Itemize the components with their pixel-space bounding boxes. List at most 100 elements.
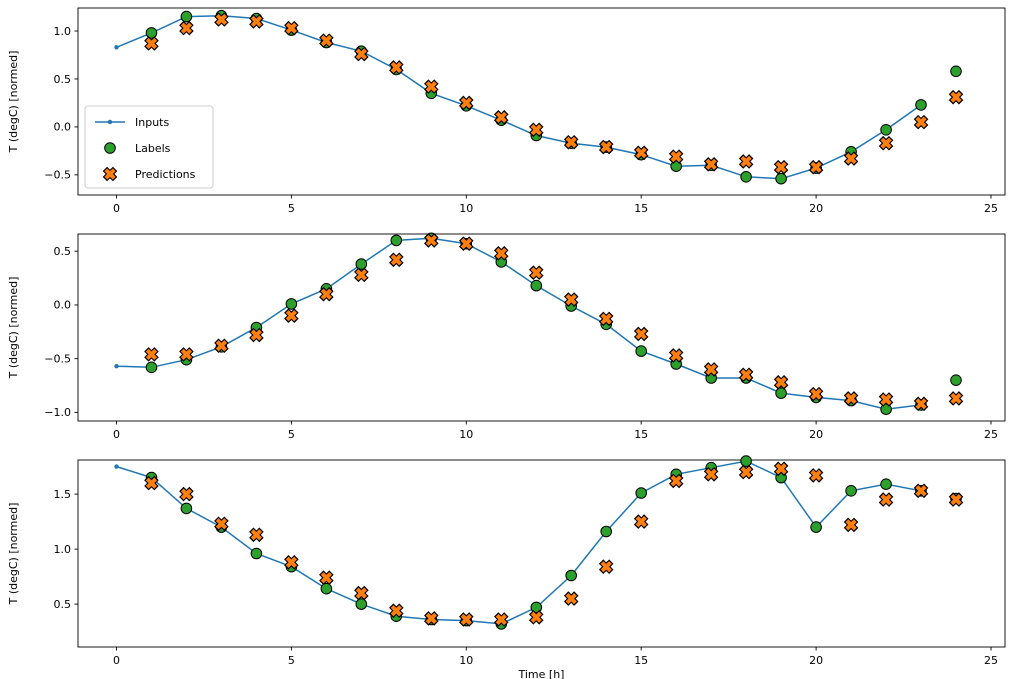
- predictions-marker: [389, 603, 404, 618]
- predictions-marker: [493, 110, 509, 125]
- legend-label: Inputs: [135, 116, 169, 129]
- x-tick-label: 25: [984, 654, 998, 667]
- predictions-marker: [878, 392, 894, 407]
- predictions-marker: [458, 236, 474, 251]
- labels-point: [355, 258, 368, 270]
- labels-point: [635, 345, 648, 357]
- predictions-marker: [703, 467, 719, 482]
- legend: Inputs Labels Predictions: [84, 105, 214, 189]
- predictions-marker: [493, 612, 509, 627]
- inputs-point: [114, 45, 119, 50]
- predictions-marker: [948, 492, 964, 507]
- y-tick-label: 0.5: [54, 598, 72, 611]
- predictions-marker: [773, 375, 789, 390]
- predictions-marker: [668, 348, 684, 363]
- y-tick-label: 1.0: [54, 25, 72, 38]
- legend-box: [84, 105, 214, 189]
- subplot-bottom: 0 5 10 15 20 25 0.5 1.0 1.5 T (degC) [normed] Time…: [7, 455, 1006, 679]
- predictions-marker: [598, 311, 614, 327]
- labels-point: [880, 124, 892, 136]
- x-tick-label: 0: [113, 202, 120, 215]
- predictions-marker: [214, 516, 229, 532]
- predictions-marker: [913, 396, 929, 412]
- predictions-marker: [598, 139, 614, 155]
- predictions-marker: [633, 326, 649, 342]
- labels-point: [145, 27, 158, 39]
- labels-point: [530, 601, 543, 614]
- predictions-marker: [144, 475, 159, 491]
- y-tick-label: 1.5: [54, 488, 72, 501]
- x-tick-label: 15: [634, 428, 648, 441]
- y-tick-label: 1.0: [54, 543, 72, 556]
- labels-point: [390, 234, 403, 247]
- predictions-marker: [843, 151, 859, 166]
- inputs-point: [114, 364, 119, 369]
- y-axis-label: T (degC) [normed]: [7, 503, 20, 606]
- labels-point: [845, 485, 857, 497]
- predictions-marker: [773, 159, 789, 175]
- y-tick-label: −0.5: [44, 352, 71, 365]
- labels-point: [775, 172, 787, 185]
- labels-point: [285, 298, 298, 310]
- predictions-marker: [249, 14, 264, 29]
- predictions-marker: [668, 473, 684, 489]
- x-tick-label: 25: [984, 428, 998, 441]
- y-axis-label: T (degC) [normed]: [7, 277, 20, 380]
- labels-point: [915, 99, 927, 111]
- predictions-marker: [424, 233, 439, 248]
- predictions-marker: [843, 391, 859, 406]
- predictions-marker: [878, 492, 894, 507]
- labels-point: [145, 361, 158, 374]
- x-tick-label: 5: [288, 202, 295, 215]
- predictions-marker: [249, 527, 264, 543]
- predictions-marker: [354, 585, 369, 601]
- predictions-marker: [458, 612, 474, 627]
- x-tick-label: 25: [984, 202, 998, 215]
- labels-point: [880, 478, 892, 491]
- subplot-top: 0 5 10 15 20 25 −0.5 0.0 0.5 1.0 T (degC) [normed]…: [7, 7, 1006, 215]
- predictions-marker: [913, 114, 929, 130]
- legend-labels-marker: [104, 142, 116, 154]
- predictions-marker: [284, 308, 299, 323]
- labels-point: [950, 65, 962, 78]
- labels-point: [950, 374, 962, 386]
- predictions-marker: [808, 159, 824, 175]
- predictions-marker: [354, 267, 369, 283]
- x-tick-label: 20: [809, 428, 823, 441]
- x-axis-label: Time [h]: [518, 668, 565, 679]
- predictions-marker: [598, 559, 614, 574]
- labels-point: [250, 547, 263, 560]
- predictions-marker: [284, 555, 299, 570]
- predictions-marker: [563, 591, 579, 606]
- predictions-marker: [493, 246, 509, 261]
- predictions-marker: [738, 367, 754, 383]
- predictions-marker: [948, 391, 964, 406]
- labels-point: [565, 569, 578, 582]
- legend-label: Predictions: [135, 168, 196, 181]
- x-tick-label: 10: [459, 654, 473, 667]
- inputs-point: [114, 464, 119, 469]
- labels-point: [355, 598, 368, 610]
- x-tick-label: 0: [113, 428, 120, 441]
- labels-point: [810, 521, 822, 533]
- x-tick-label: 15: [634, 654, 648, 667]
- predictions-marker: [563, 134, 579, 150]
- predictions-marker: [424, 79, 439, 94]
- axes-frame: [77, 233, 1006, 422]
- predictions-marker: [319, 33, 334, 48]
- x-tick-label: 0: [113, 654, 120, 667]
- predictions-marker: [424, 611, 439, 626]
- predictions-marker: [249, 327, 264, 343]
- predictions-marker: [703, 157, 719, 172]
- y-tick-label: −1.0: [44, 406, 71, 419]
- predictions-marker: [843, 517, 859, 533]
- predictions-marker: [319, 286, 334, 302]
- predictions-marker: [738, 464, 754, 480]
- x-tick-label: 20: [809, 654, 823, 667]
- legend-inputs-marker: [107, 119, 113, 125]
- labels-point: [180, 10, 193, 23]
- y-tick-label: 0.5: [54, 245, 72, 258]
- labels-point: [530, 279, 543, 292]
- predictions-marker: [913, 483, 929, 499]
